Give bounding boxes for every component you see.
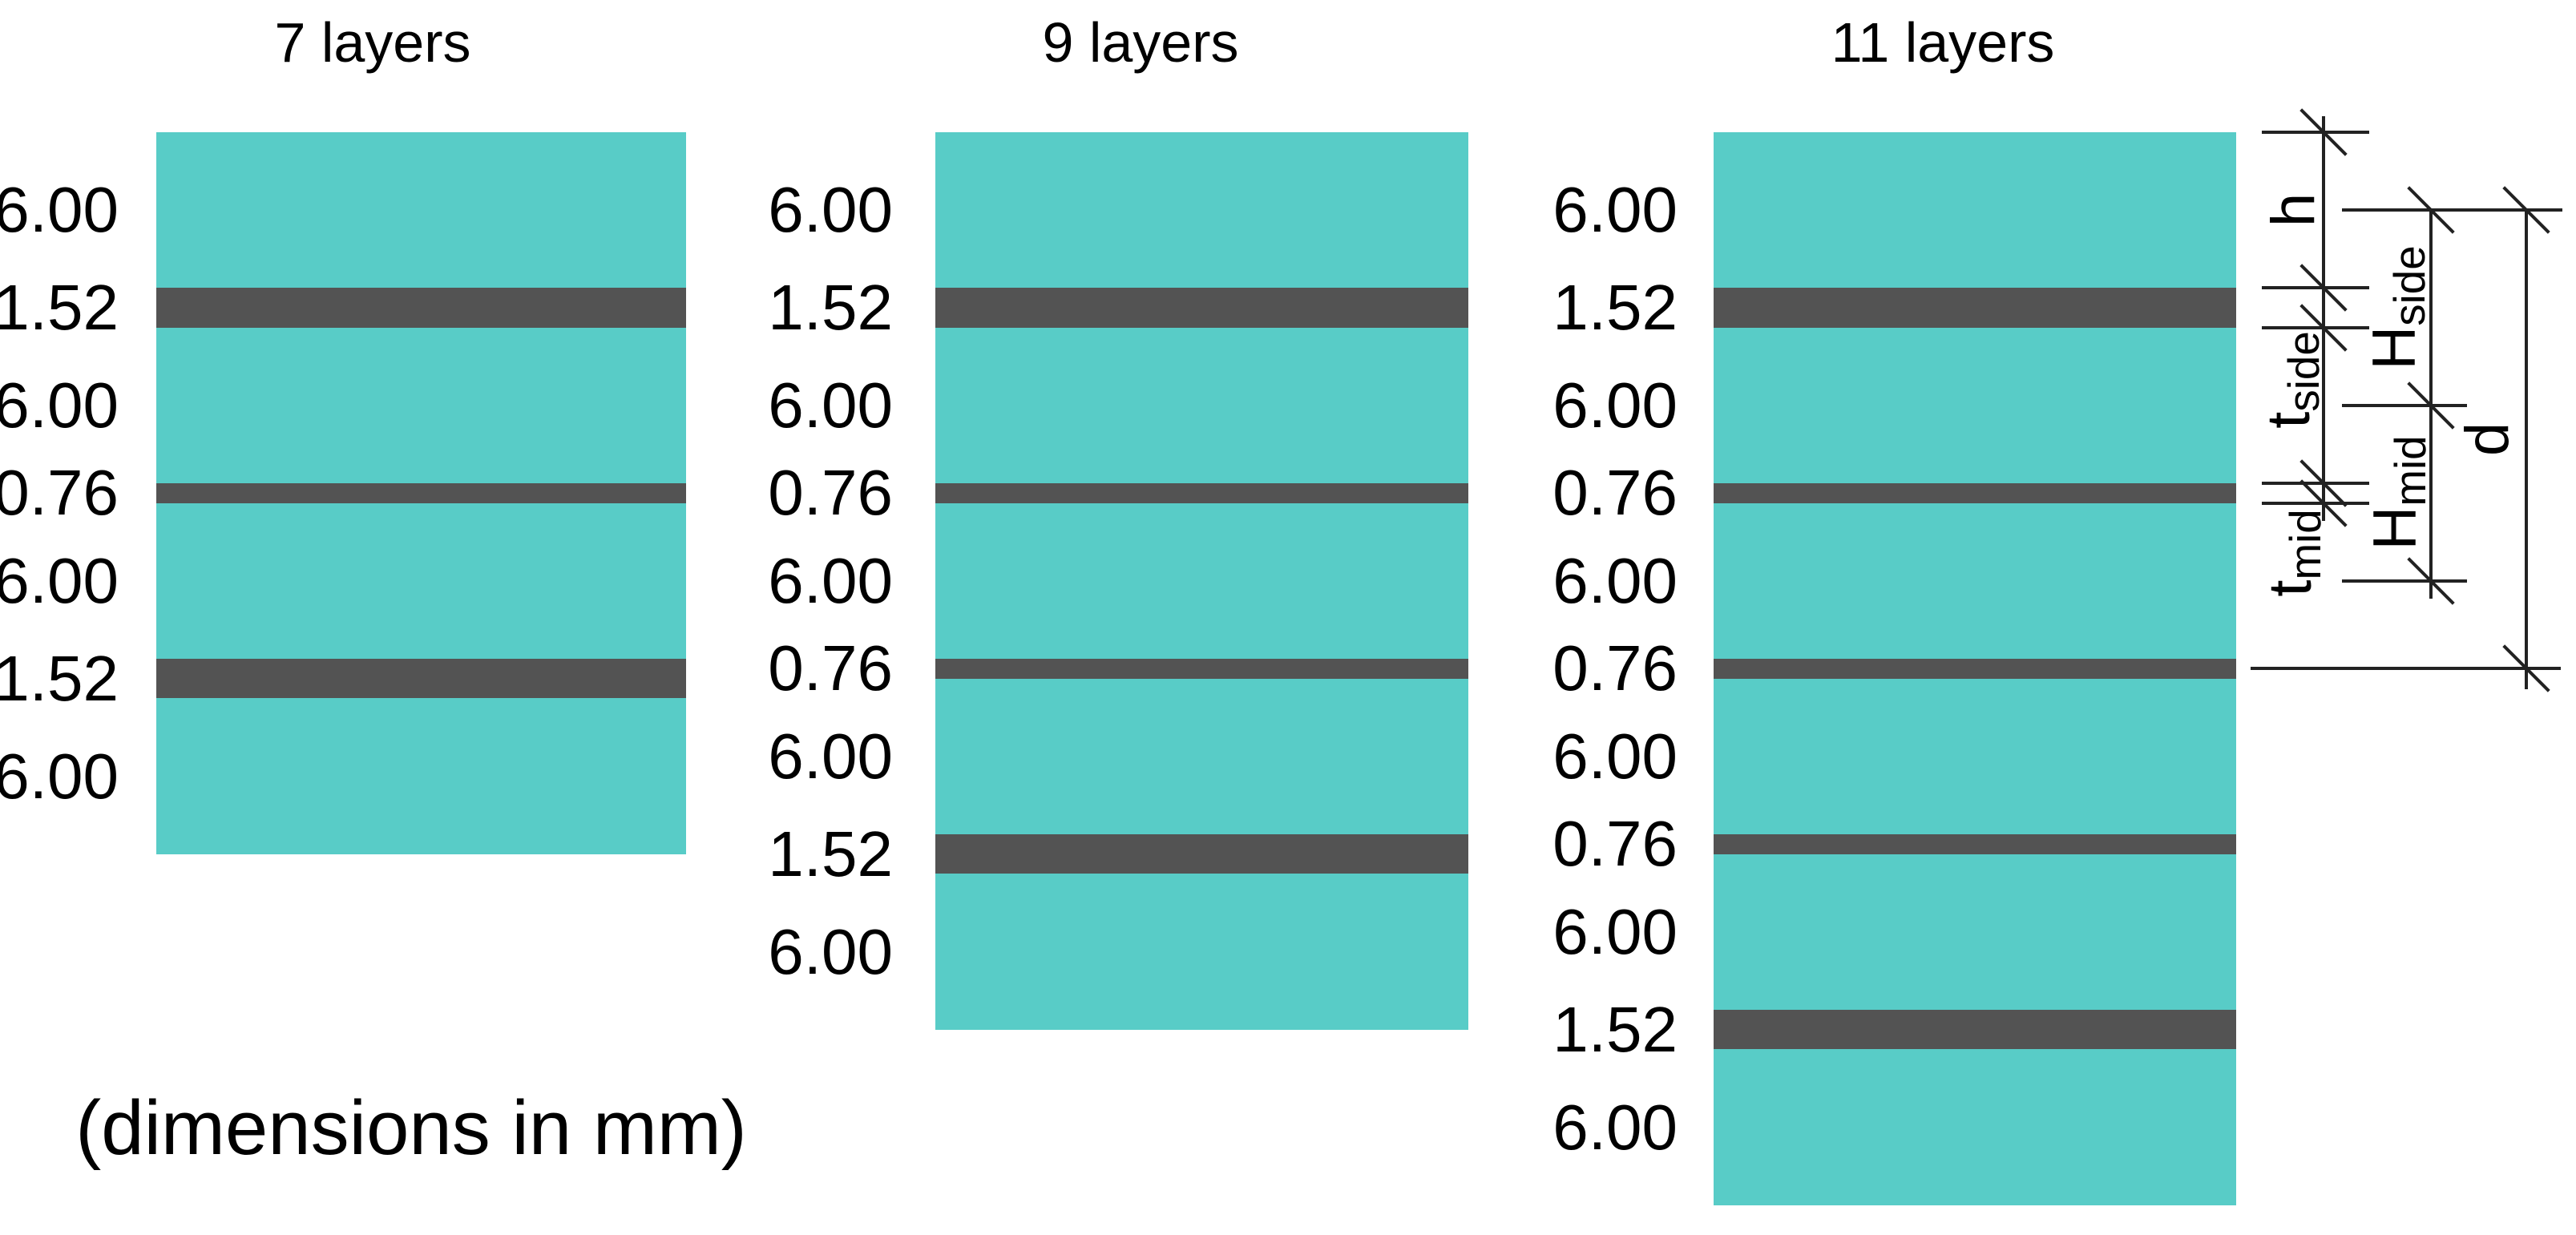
dimension-label-subscript: side [2279, 330, 2329, 412]
layer-thickness-label: 0.76 [1552, 808, 1678, 880]
layer-thickness-label: 1.52 [0, 272, 119, 344]
dimension-tick-line [2342, 208, 2562, 212]
glass-layer [1714, 678, 2236, 835]
layer-thickness-label: 6.00 [768, 369, 893, 441]
layer-thickness-label: 6.00 [1552, 720, 1678, 792]
dimension-label-H-side: Hside [2360, 245, 2435, 370]
layer-thickness-label: 0.76 [768, 632, 893, 704]
interlayer-layer [935, 659, 1468, 679]
interlayer-layer [935, 288, 1468, 328]
dimension-line-vertical [2525, 210, 2528, 690]
glass-layer [156, 502, 686, 660]
layer-thickness-label: 6.00 [0, 369, 119, 441]
layer-thickness-label: 1.52 [768, 817, 893, 890]
interlayer-layer [1714, 1010, 2236, 1050]
dimension-tick-line [2342, 403, 2467, 407]
layer-thickness-label: 6.00 [768, 720, 893, 792]
dimension-tick-line [2342, 579, 2467, 583]
dimension-label-subscript: side [2384, 245, 2435, 326]
interlayer-layer [156, 288, 686, 328]
glass-layer [156, 698, 686, 854]
interlayer-layer [1714, 288, 2236, 328]
glass-layer [935, 678, 1468, 835]
dimension-label-subscript: mid [2385, 435, 2436, 507]
layer-thickness-label: 0.76 [0, 457, 119, 529]
glass-layer [156, 132, 686, 289]
layer-thickness-label: 6.00 [1552, 895, 1678, 967]
interlayer-layer [1714, 483, 2236, 503]
layer-thickness-label: 0.76 [768, 457, 893, 529]
dimension-label-t-side: tside [2255, 330, 2329, 429]
dimension-label-h: h [2259, 193, 2328, 228]
layer-thickness-label: 1.52 [1552, 272, 1678, 344]
layer-thickness-label: 6.00 [768, 544, 893, 616]
layer-thickness-label: 0.76 [1552, 457, 1678, 529]
stack-title: 7 layers [274, 11, 471, 74]
interlayer-layer [935, 483, 1468, 503]
dimension-tick-line [2262, 131, 2369, 134]
dimension-tick-line [2251, 667, 2561, 671]
dimension-label-H-mid: Hmid [2361, 435, 2436, 551]
glass-layer [1714, 132, 2236, 289]
dimension-label-t-mid: tmid [2256, 509, 2331, 597]
dimension-tick-line [2262, 482, 2369, 486]
interlayer-layer [156, 659, 686, 699]
layer-thickness-label: 6.00 [1552, 544, 1678, 616]
glass-layer [935, 502, 1468, 660]
glass-layer [156, 327, 686, 484]
layer-thickness-label: 6.00 [0, 544, 119, 616]
interlayer-layer [1714, 659, 2236, 679]
dimension-tick-line [2262, 286, 2369, 290]
glass-layer [1714, 327, 2236, 484]
layer-thickness-label: 6.00 [768, 915, 893, 987]
dimension-label-subscript: mid [2280, 509, 2331, 580]
layer-thickness-label: 6.00 [1552, 1091, 1678, 1163]
stack-title: 9 layers [1042, 11, 1239, 74]
layer-thickness-label: 1.52 [0, 642, 119, 714]
glass-layer [1714, 502, 2236, 660]
layer-thickness-label: 1.52 [768, 272, 893, 344]
layer-thickness-label: 0.76 [1552, 632, 1678, 704]
layer-thickness-label: 1.52 [1552, 993, 1678, 1065]
glass-layer [935, 874, 1468, 1030]
dimension-tick-line [2262, 325, 2369, 329]
layer-thickness-label: 6.00 [0, 174, 119, 246]
glass-layer [1714, 854, 2236, 1011]
stack-title: 11 layers [1831, 11, 2055, 74]
glass-layer [1714, 1049, 2236, 1205]
interlayer-layer [1714, 834, 2236, 854]
glass-layer [935, 132, 1468, 289]
layer-thickness-label: 6.00 [1552, 369, 1678, 441]
layer-thickness-label: 6.00 [768, 174, 893, 246]
units-note: (dimensions in mm) [75, 1085, 747, 1171]
dimension-tick-line [2262, 501, 2369, 505]
glass-layer [935, 327, 1468, 484]
dimension-label-d: d [2453, 422, 2521, 457]
layer-thickness-label: 6.00 [1552, 174, 1678, 246]
interlayer-layer [156, 483, 686, 503]
layer-thickness-label: 6.00 [0, 740, 119, 812]
dimension-line-vertical [2322, 116, 2325, 521]
interlayer-layer [935, 834, 1468, 874]
